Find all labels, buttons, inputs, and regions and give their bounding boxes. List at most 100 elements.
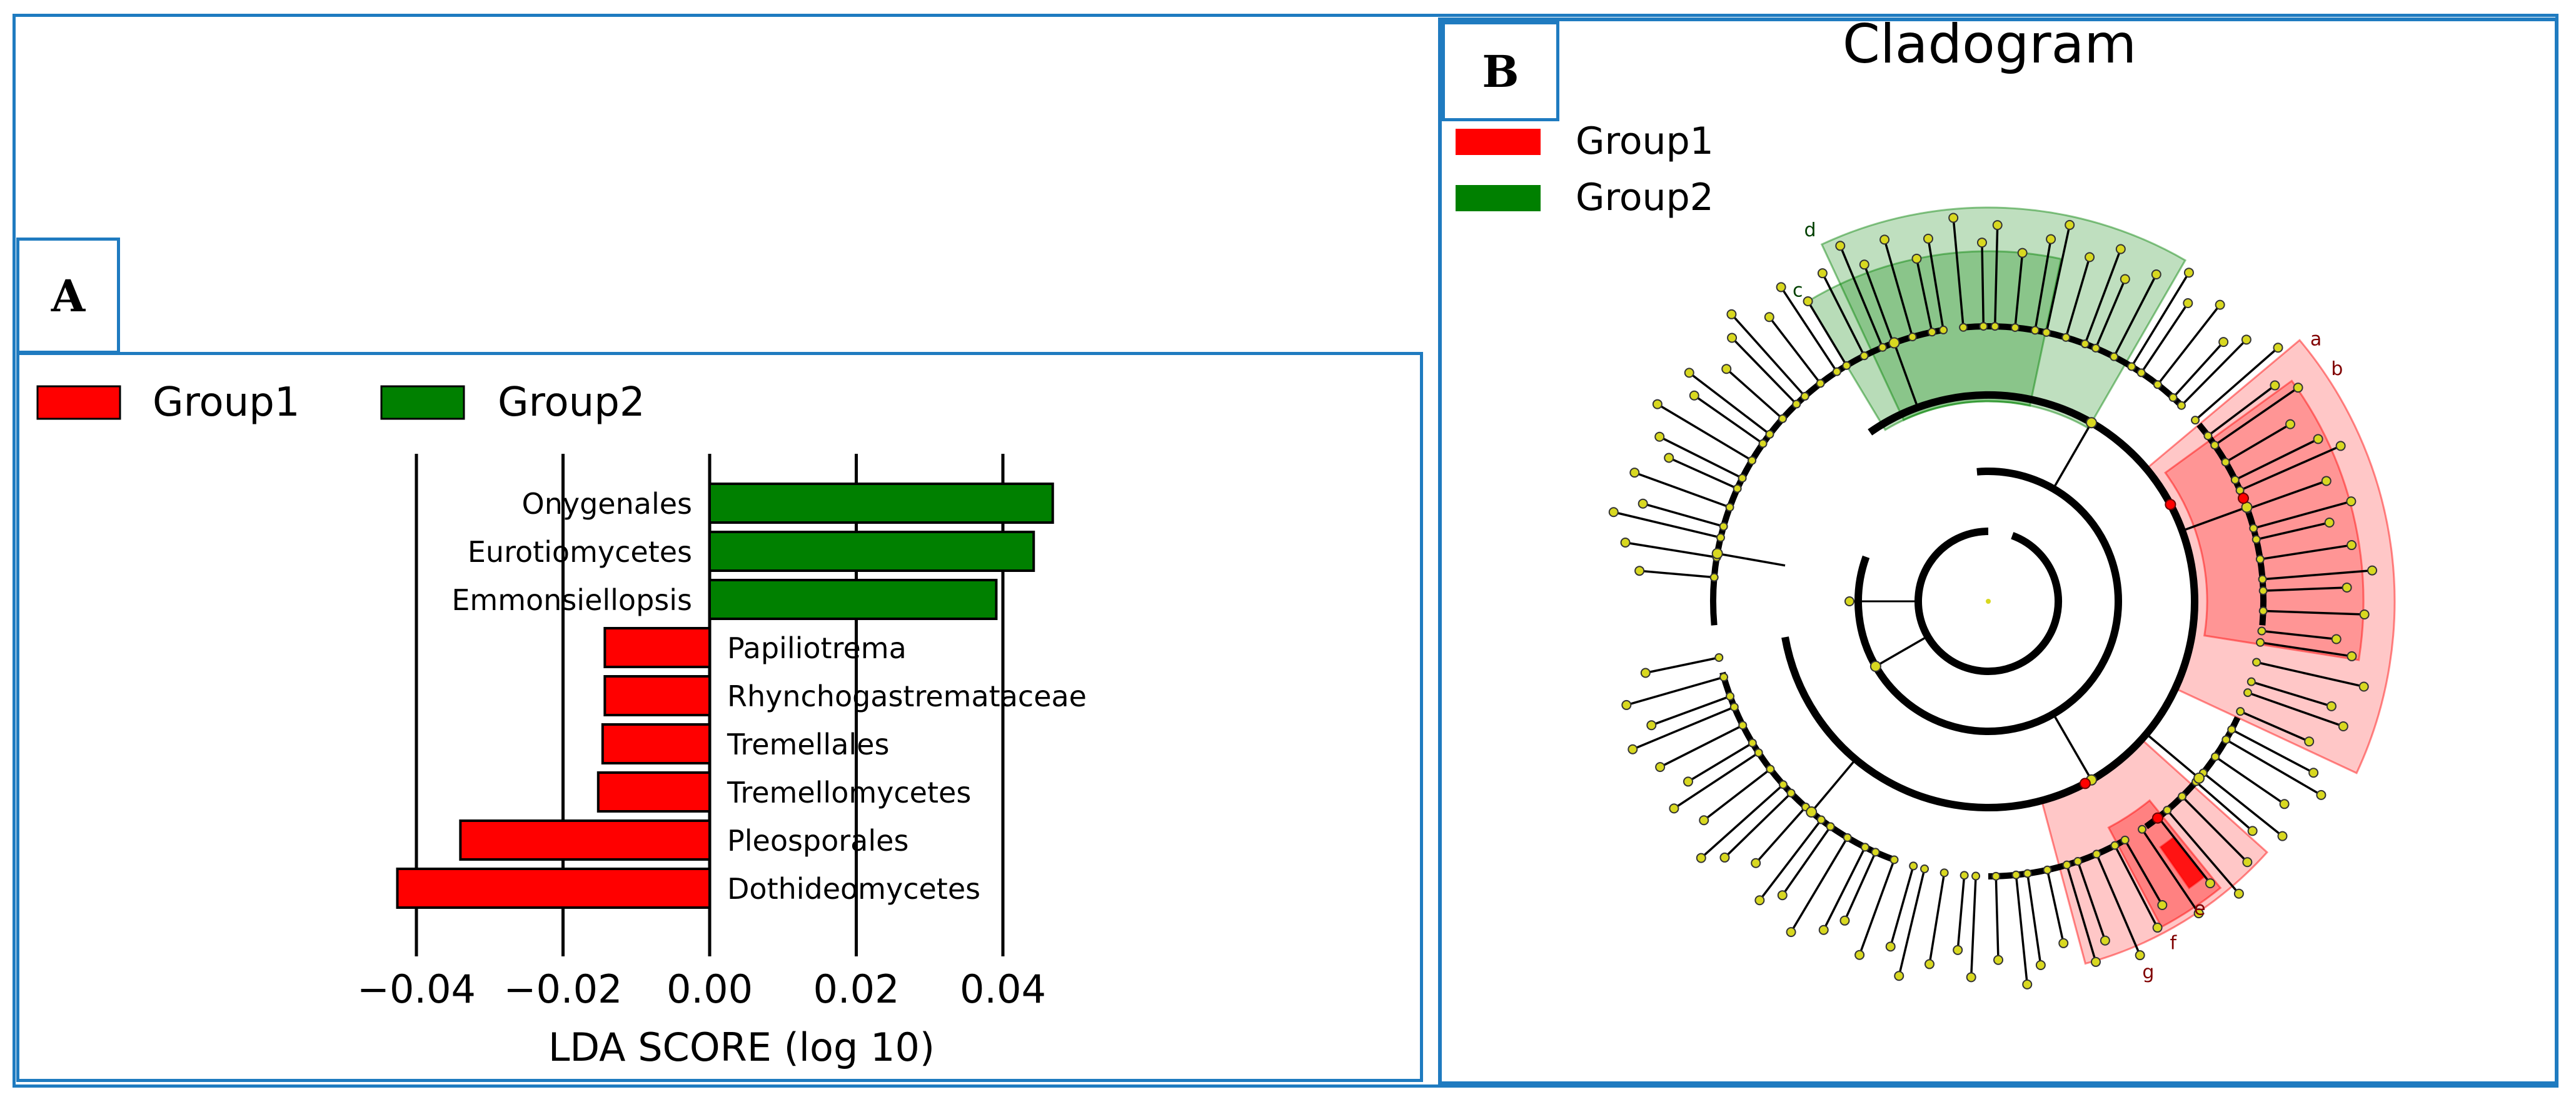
leaf-node bbox=[2022, 979, 2033, 989]
leaf-node bbox=[1628, 744, 1638, 754]
tree-branch bbox=[1754, 806, 1807, 864]
leaf-node bbox=[1885, 941, 1896, 952]
inner-node bbox=[2258, 586, 2268, 596]
tree-branch bbox=[1823, 846, 1866, 931]
leaf-node bbox=[2279, 799, 2290, 809]
inner-node bbox=[1979, 322, 1988, 331]
leaf-node bbox=[2085, 252, 2095, 263]
leaf-node bbox=[1654, 431, 1665, 442]
tree-branch bbox=[2157, 816, 2211, 884]
leaf-node bbox=[2331, 634, 2342, 644]
tree-branch bbox=[1858, 859, 1896, 956]
panel-a-frame bbox=[16, 352, 1423, 1082]
clade-letter: f bbox=[2170, 932, 2177, 954]
tree-branch bbox=[1688, 742, 1753, 783]
leaf-node bbox=[2120, 274, 2130, 284]
inner-node bbox=[1738, 473, 1747, 483]
inner-node bbox=[2010, 323, 2020, 333]
tree-branch bbox=[1726, 368, 1784, 420]
leaf-node bbox=[1727, 333, 1738, 343]
inner-node bbox=[1733, 484, 1742, 493]
bar bbox=[603, 627, 712, 668]
tree-branch bbox=[2231, 728, 2314, 774]
tree-branch bbox=[1956, 875, 1966, 951]
inner-node bbox=[1729, 703, 1739, 712]
inner-node bbox=[1748, 456, 1757, 465]
inner-node bbox=[1748, 738, 1757, 748]
inner-node bbox=[2256, 638, 2265, 647]
inner-node bbox=[1826, 822, 1835, 831]
tree-branch bbox=[1952, 218, 1965, 328]
tree-branch bbox=[2235, 438, 2319, 481]
tree-arc bbox=[1781, 391, 2198, 811]
tree-branch bbox=[1693, 394, 1764, 445]
bar-label: Tremellales bbox=[727, 728, 889, 761]
inner-node bbox=[2178, 792, 2187, 801]
leaf-node bbox=[2058, 938, 2069, 948]
inner-node bbox=[2023, 869, 2032, 878]
tree-branch bbox=[1634, 471, 1731, 509]
leaf-node bbox=[2308, 768, 2319, 778]
tree-branch bbox=[1659, 436, 1743, 479]
inner-node bbox=[2168, 393, 2178, 403]
tree-branch bbox=[1821, 273, 1866, 357]
tree-branch bbox=[1810, 758, 1857, 813]
bar bbox=[708, 531, 1035, 572]
bar-label: Tremellomycetes bbox=[727, 776, 971, 809]
tree-branch bbox=[1643, 503, 1724, 528]
leaf-node bbox=[1777, 890, 1788, 901]
leaf-node bbox=[2346, 496, 2357, 507]
leaf-node bbox=[2347, 651, 2357, 661]
inner-node bbox=[1754, 748, 1763, 758]
inner-node bbox=[2257, 626, 2267, 636]
inner-node bbox=[1871, 848, 1880, 857]
tree-branch bbox=[2225, 738, 2322, 796]
inner-node bbox=[2062, 860, 2071, 869]
tree-branch bbox=[1632, 706, 1735, 751]
leaf-node bbox=[2359, 609, 2370, 620]
tree-branch bbox=[1731, 337, 1798, 405]
tree-branch bbox=[1883, 239, 1914, 338]
tree-branch bbox=[2130, 272, 2190, 368]
tree-branch bbox=[2251, 680, 2332, 708]
tree-branch bbox=[2172, 341, 2225, 399]
legend-swatch-group2 bbox=[380, 385, 465, 420]
tree-branch bbox=[1758, 819, 1823, 901]
leaf-node bbox=[2115, 244, 2126, 254]
clade-letter: e bbox=[2194, 898, 2205, 920]
leaf-node bbox=[1992, 220, 2003, 231]
tree-branch bbox=[1807, 301, 1848, 366]
inner-node bbox=[1719, 522, 1728, 531]
tree-branch bbox=[1780, 286, 1838, 373]
tree-branch bbox=[1626, 676, 1724, 706]
leaf-node bbox=[2358, 681, 2369, 692]
leaf-node bbox=[2347, 540, 2357, 551]
tree-branch bbox=[2166, 809, 2240, 894]
inner-node bbox=[2080, 339, 2090, 349]
inner-node bbox=[2252, 658, 2262, 667]
tree-branch bbox=[2140, 303, 2189, 374]
tree-branch bbox=[2214, 386, 2299, 446]
leaf-node bbox=[1924, 959, 1935, 969]
tree-branch bbox=[2095, 853, 2141, 956]
x-tick-label: −0.04 bbox=[357, 966, 476, 1012]
tree-branch bbox=[1981, 243, 1985, 327]
leaf-node bbox=[2242, 857, 2253, 868]
leaf-node bbox=[2321, 476, 2332, 486]
inner-node bbox=[1738, 721, 1748, 730]
tree-branch bbox=[1928, 873, 1946, 964]
inner-node bbox=[1991, 871, 2001, 881]
bar bbox=[603, 675, 712, 716]
bar bbox=[396, 868, 711, 909]
leaf-node bbox=[2324, 518, 2335, 528]
tree-branch bbox=[1688, 371, 1771, 436]
leaf-node bbox=[1655, 762, 1666, 773]
leaf-node bbox=[2183, 268, 2194, 278]
leaf-node bbox=[1669, 803, 1679, 814]
tree-branch bbox=[2156, 304, 2221, 386]
tree-branch bbox=[1656, 403, 1753, 462]
leaf-node bbox=[2090, 956, 2101, 967]
tree-branch bbox=[1790, 837, 1849, 933]
tree-branch bbox=[1724, 792, 1792, 859]
x-tick-labels: −0.04 −0.02 0.00 0.02 0.04 bbox=[357, 966, 1046, 1012]
